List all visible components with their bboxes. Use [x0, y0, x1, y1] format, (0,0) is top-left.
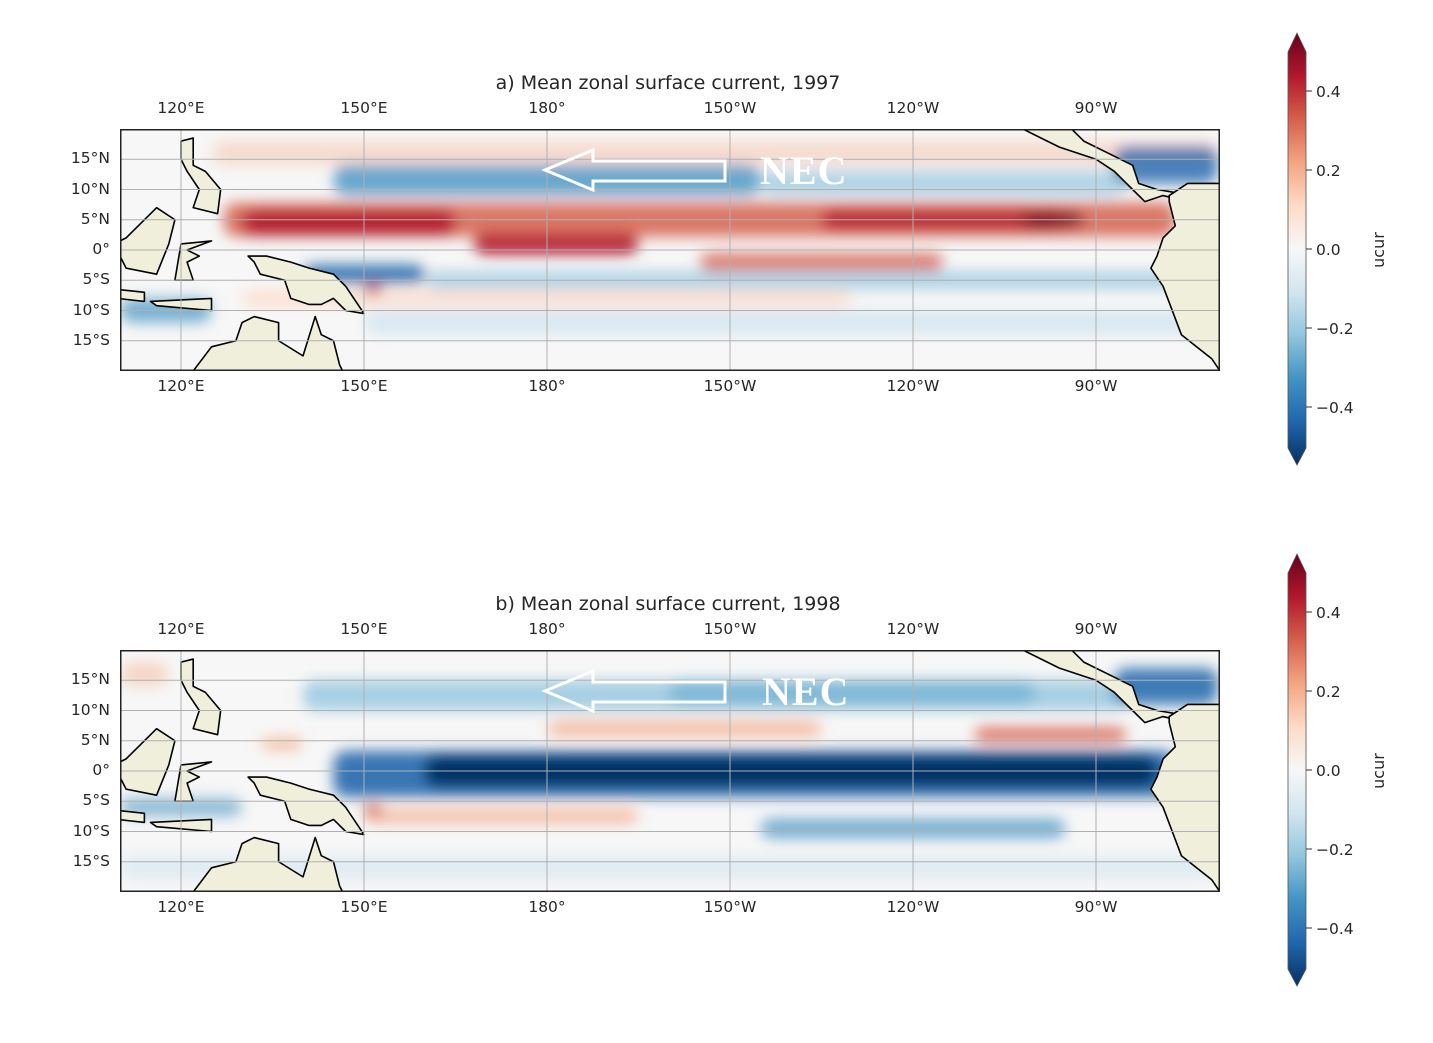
lat-tick-label: 5°S — [82, 791, 110, 810]
lon-tick-label: 150°W — [703, 99, 757, 117]
land-mass — [1150, 703, 1220, 892]
current-band — [120, 662, 169, 687]
lon-tick-label: 150°W — [703, 377, 757, 395]
map-frame — [120, 129, 1220, 371]
land-mass — [180, 137, 222, 215]
colorbar-tick-label: −0.4 — [1316, 399, 1354, 417]
lon-tick-label: 90°W — [1074, 377, 1118, 395]
current-band — [242, 210, 456, 235]
land-mass — [174, 240, 213, 282]
land-mass — [174, 761, 213, 803]
lon-tick-label: 180° — [528, 377, 566, 395]
lon-tick-label: 120°W — [886, 377, 940, 395]
colorbar-tick-label: −0.4 — [1316, 920, 1354, 938]
colorbar-label: ucur — [1369, 753, 1388, 789]
lon-tick-label: 120°E — [157, 898, 205, 916]
lon-tick-label: 90°W — [1074, 620, 1118, 638]
map-panel — [120, 650, 1220, 892]
lon-tick-label: 90°W — [1074, 99, 1118, 117]
current-band — [547, 720, 822, 737]
lon-tick-label: 120°E — [157, 620, 205, 638]
lon-tick-label: 120°W — [886, 99, 940, 117]
map-panel — [120, 129, 1220, 371]
colorbar-tick-label: −0.2 — [1316, 841, 1354, 859]
colorbar-tick-label: 0.4 — [1316, 604, 1341, 622]
lat-tick-label: 5°N — [80, 209, 110, 228]
colorbar-tick-label: 0.2 — [1316, 162, 1341, 180]
lat-tick-label: 5°S — [82, 270, 110, 289]
current-band — [364, 809, 639, 824]
colorbar-tick-label: 0.2 — [1316, 683, 1341, 701]
westward-arrow-icon — [541, 668, 727, 714]
current-band — [364, 310, 1218, 335]
panel-title: a) Mean zonal surface current, 1997 — [495, 72, 841, 94]
colorbar-tick-label: −0.2 — [1316, 320, 1354, 338]
lon-tick-label: 90°W — [1074, 898, 1118, 916]
lat-tick-label: 10°N — [70, 700, 110, 719]
lon-tick-label: 120°W — [886, 898, 940, 916]
lon-tick-label: 120°W — [886, 620, 940, 638]
lon-tick-label: 150°W — [703, 898, 757, 916]
current-band — [1114, 668, 1218, 705]
current-band — [364, 284, 383, 295]
land-mass — [247, 255, 365, 315]
land-mass — [247, 776, 365, 836]
lat-tick-label: 10°S — [72, 300, 110, 319]
lon-tick-label: 150°E — [340, 620, 388, 638]
current-band — [473, 233, 639, 255]
lon-tick-label: 120°E — [157, 99, 205, 117]
lon-tick-label: 150°W — [703, 620, 757, 638]
lat-tick-label: 15°N — [70, 149, 110, 168]
lon-tick-label: 180° — [528, 620, 566, 638]
lat-tick-label: 0° — [92, 240, 110, 258]
lat-tick-label: 15°S — [72, 330, 110, 349]
map-frame — [120, 650, 1220, 892]
land-mass — [120, 206, 176, 275]
lat-tick-label: 10°S — [72, 821, 110, 840]
lon-tick-label: 120°E — [157, 377, 205, 395]
lat-tick-label: 0° — [92, 761, 110, 779]
lon-tick-label: 180° — [528, 898, 566, 916]
colorbar-tick-label: 0.0 — [1316, 762, 1341, 780]
nec-label: NEC — [762, 669, 850, 714]
land-mass — [120, 809, 146, 824]
lat-tick-label: 5°N — [80, 730, 110, 749]
lon-tick-label: 150°E — [340, 898, 388, 916]
land-mass — [120, 727, 176, 796]
current-band — [1114, 147, 1218, 184]
lat-tick-label: 15°N — [70, 670, 110, 689]
colorbar-tick-label: 0.4 — [1316, 83, 1341, 101]
land-mass — [1150, 182, 1220, 371]
colorbar-label: ucur — [1369, 232, 1388, 268]
current-band — [669, 680, 1035, 705]
colorbar: 0.4 0.2 0.0 −0.2 −0.4 ucur — [1287, 32, 1388, 466]
lon-tick-label: 150°E — [340, 99, 388, 117]
lon-tick-label: 150°E — [340, 377, 388, 395]
land-mass — [120, 288, 146, 303]
current-band — [974, 726, 1127, 743]
nec-label: NEC — [760, 148, 848, 193]
lon-tick-label: 180° — [528, 99, 566, 117]
lat-tick-label: 15°S — [72, 851, 110, 870]
current-band — [260, 737, 303, 750]
panel-title: b) Mean zonal surface current, 1998 — [495, 593, 841, 615]
lat-tick-label: 10°N — [70, 179, 110, 198]
current-band — [699, 253, 944, 272]
land-mass — [180, 658, 222, 736]
colorbar-gradient — [1287, 32, 1307, 466]
colorbar-gradient — [1287, 553, 1307, 987]
colorbar: 0.4 0.2 0.0 −0.2 −0.4 ucur — [1287, 553, 1388, 987]
westward-arrow-icon — [541, 147, 727, 193]
colorbar-tick-label: 0.0 — [1316, 241, 1341, 259]
